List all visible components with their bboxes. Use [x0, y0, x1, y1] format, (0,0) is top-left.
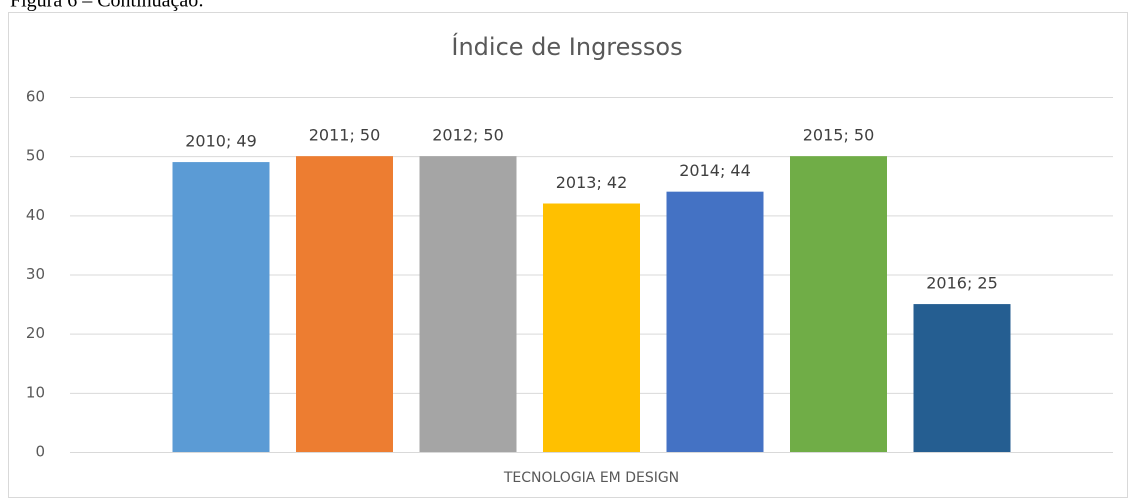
y-tick-label: 40 [26, 206, 45, 224]
bar [913, 304, 1011, 452]
data-label: 2011; 50 [309, 126, 381, 145]
data-label: 2012; 50 [432, 126, 504, 145]
y-tick-label: 10 [26, 383, 45, 401]
y-tick-label: 0 [35, 443, 45, 461]
data-label: 2013; 42 [556, 173, 628, 192]
bar [790, 156, 887, 452]
bar [172, 162, 270, 453]
y-tick-label: 20 [26, 324, 45, 342]
bar [666, 191, 764, 452]
data-label: 2016; 25 [926, 274, 998, 293]
data-label: 2014; 44 [679, 161, 751, 180]
bar [419, 156, 517, 452]
chart-title: Índice de Ingressos [451, 32, 682, 61]
bar [543, 203, 640, 452]
data-label: 2010; 49 [185, 132, 257, 151]
figure-caption: Figura 6 – Continuação: [10, 0, 204, 12]
x-tick-label: TECNOLOGIA EM DESIGN [503, 470, 679, 486]
data-label: 2015; 50 [803, 126, 875, 145]
bar [296, 156, 393, 452]
y-tick-label: 50 [26, 147, 45, 165]
y-tick-label: 30 [26, 265, 45, 283]
y-tick-label: 60 [26, 88, 45, 106]
